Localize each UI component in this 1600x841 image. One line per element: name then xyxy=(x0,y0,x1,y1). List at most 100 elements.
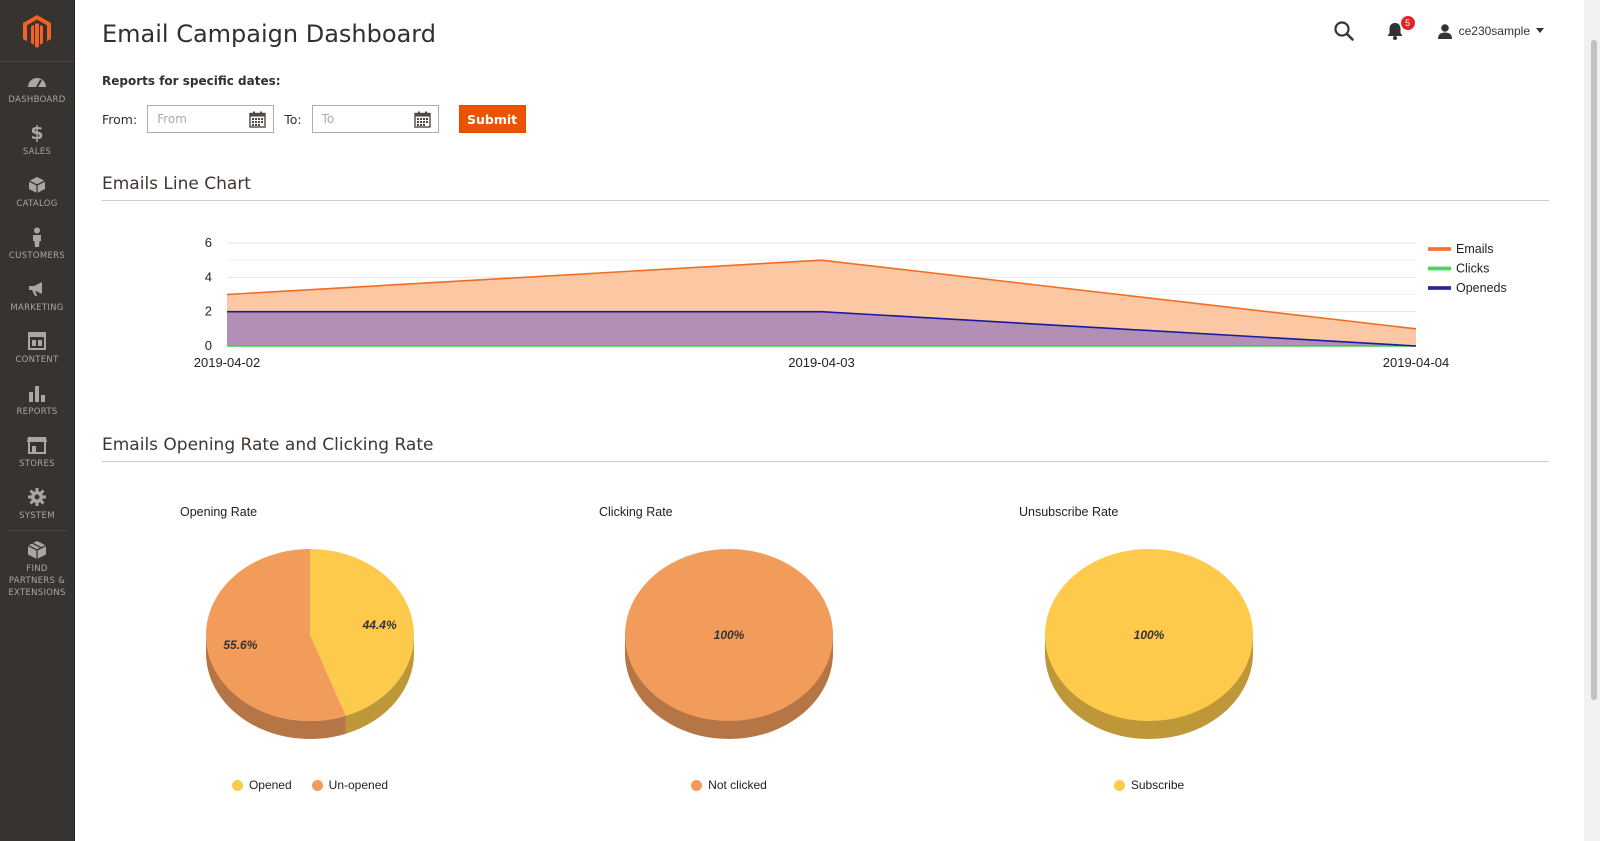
user-icon xyxy=(1437,24,1452,39)
legend-swatch xyxy=(311,779,323,791)
pie-svg: 100% xyxy=(625,549,833,739)
pie-data-label: 44.4% xyxy=(362,618,397,632)
dashboard-icon xyxy=(26,71,48,91)
legend-item[interactable]: Un-opened xyxy=(311,778,389,792)
sidebar-divider xyxy=(6,530,68,531)
header-actions: 5 ce230sample xyxy=(1333,16,1544,42)
magento-logo-icon xyxy=(23,14,51,48)
pie-chart-unsubscribe-rate: Unsubscribe Rate 100% Subscribe xyxy=(1019,505,1319,805)
pie-slice-side xyxy=(206,635,346,739)
x-tick-label: 2019-04-02 xyxy=(194,355,261,370)
notification-count-badge: 5 xyxy=(1400,16,1415,30)
legend-label: Subscribe xyxy=(1130,778,1185,792)
main-content: Email Campaign Dashboard 5 ce230sample xyxy=(75,0,1584,841)
from-date-field xyxy=(147,105,275,133)
section-divider xyxy=(102,200,1549,201)
sidebar-item-label: CUSTOMERS xyxy=(8,250,66,261)
y-tick-label: 2 xyxy=(205,304,212,319)
username-label: ce230sample xyxy=(1458,24,1530,38)
calendar-icon[interactable] xyxy=(413,111,431,128)
pie-legend: Subscribe xyxy=(1019,778,1279,792)
section-divider xyxy=(102,461,1549,462)
to-date-field xyxy=(311,105,439,133)
pie-chart-clicking-rate: Clicking Rate 100% Not clicked xyxy=(599,505,899,805)
pie-svg: 44.4% 55.6% xyxy=(205,549,414,739)
dollar-icon: $ xyxy=(30,121,44,144)
sidebar-item-dashboard[interactable]: DASHBOARD xyxy=(0,62,74,114)
sidebar-item-customers[interactable]: CUSTOMERS xyxy=(0,218,74,270)
sidebar-item-label: CATALOG xyxy=(16,198,58,209)
gear-icon xyxy=(26,487,48,507)
legend-label: Clicks xyxy=(1456,262,1489,276)
sidebar-item-label: MARKETING xyxy=(10,302,64,313)
y-tick-label: 6 xyxy=(205,235,212,250)
sidebar-item-find-partners-extensions[interactable]: FIND PARTNERS & EXTENSIONS xyxy=(0,531,74,607)
pie-slice-side xyxy=(345,635,414,734)
pie-title: Opening Rate xyxy=(180,505,258,519)
pie-svg: 100% xyxy=(1045,549,1253,739)
admin-sidebar: DASHBOARD $ SALES CATALOG CUSTOMERS MARKETING… xyxy=(0,0,75,841)
notifications-button[interactable]: 5 xyxy=(1385,16,1415,42)
legend-label: Openeds xyxy=(1456,281,1507,295)
pie-data-label: 100% xyxy=(1134,628,1165,642)
pie-legend: Not clicked xyxy=(599,778,859,792)
legend-swatch xyxy=(691,779,703,791)
sidebar-item-label: SYSTEM xyxy=(19,510,55,521)
bell-icon xyxy=(1387,23,1403,40)
sidebar-item-system[interactable]: SYSTEM xyxy=(0,478,74,530)
sidebar-item-sales[interactable]: $ SALES xyxy=(0,114,74,166)
storefront-icon xyxy=(26,435,48,455)
sidebar-item-label: STORES xyxy=(19,458,55,469)
bar-chart-icon xyxy=(26,383,48,403)
pie-slice-un-opened xyxy=(205,549,346,721)
legend-item[interactable]: Opened xyxy=(231,778,292,792)
x-tick-label: 2019-04-04 xyxy=(1383,355,1450,370)
legend-item[interactable]: Subscribe xyxy=(1113,778,1185,792)
person-icon xyxy=(26,227,48,247)
sidebar-item-reports[interactable]: REPORTS xyxy=(0,374,74,426)
page-scrollbar[interactable] xyxy=(1584,0,1600,841)
legend-label: Emails xyxy=(1456,242,1494,256)
box-icon xyxy=(26,175,48,195)
date-filter-form: From: To: xyxy=(102,105,526,133)
chevron-down-icon xyxy=(1536,28,1544,33)
user-account-menu[interactable]: ce230sample xyxy=(1437,23,1544,39)
emails-line-chart: 0 2 4 6 2019-04-02 2019-04-03 2019-04-04 Emails… xyxy=(194,235,1507,370)
page-title: Email Campaign Dashboard xyxy=(102,20,436,48)
legend-label: Not clicked xyxy=(708,778,767,792)
series-line-openeds xyxy=(227,310,1417,347)
y-tick-label: 0 xyxy=(205,338,212,353)
sidebar-item-catalog[interactable]: CATALOG xyxy=(0,166,74,218)
legend-label: Un-opened xyxy=(328,778,389,792)
cube-icon xyxy=(26,540,48,560)
pie-chart-opening-rate: Opening Rate 44.4% 55.6% Opened Un-opened xyxy=(180,505,480,805)
sidebar-item-label: SALES xyxy=(22,146,52,157)
series-area-openeds xyxy=(227,311,1416,346)
pie-slice-opened xyxy=(310,549,414,716)
legend-swatch xyxy=(231,779,243,791)
from-label: From: xyxy=(102,111,138,127)
search-icon xyxy=(1334,21,1354,41)
x-tick-label: 2019-04-03 xyxy=(788,355,855,370)
legend-swatch xyxy=(1113,779,1125,791)
submit-button[interactable]: Submit xyxy=(458,105,526,133)
megaphone-icon xyxy=(26,279,48,299)
sidebar-item-marketing[interactable]: MARKETING xyxy=(0,270,74,322)
pie-slice-not-clicked xyxy=(625,549,833,721)
pie-slice-subscribe xyxy=(1045,549,1253,721)
sidebar-item-label: CONTENT xyxy=(15,354,59,365)
layout-icon xyxy=(26,331,48,351)
legend-label: Opened xyxy=(248,778,292,792)
legend-item[interactable]: Not clicked xyxy=(691,778,767,792)
pie-title: Clicking Rate xyxy=(599,505,673,519)
magento-logo[interactable] xyxy=(0,0,74,62)
sidebar-item-content[interactable]: CONTENT xyxy=(0,322,74,374)
sidebar-item-stores[interactable]: STORES xyxy=(0,426,74,478)
calendar-icon[interactable] xyxy=(249,111,266,128)
sidebar-item-label: REPORTS xyxy=(16,406,58,417)
scrollbar-thumb[interactable] xyxy=(1591,40,1597,700)
sidebar-item-label: DASHBOARD xyxy=(8,94,66,105)
pie-data-label: 100% xyxy=(714,628,745,642)
search-button[interactable] xyxy=(1333,20,1355,42)
pie-data-label: 55.6% xyxy=(223,638,257,652)
